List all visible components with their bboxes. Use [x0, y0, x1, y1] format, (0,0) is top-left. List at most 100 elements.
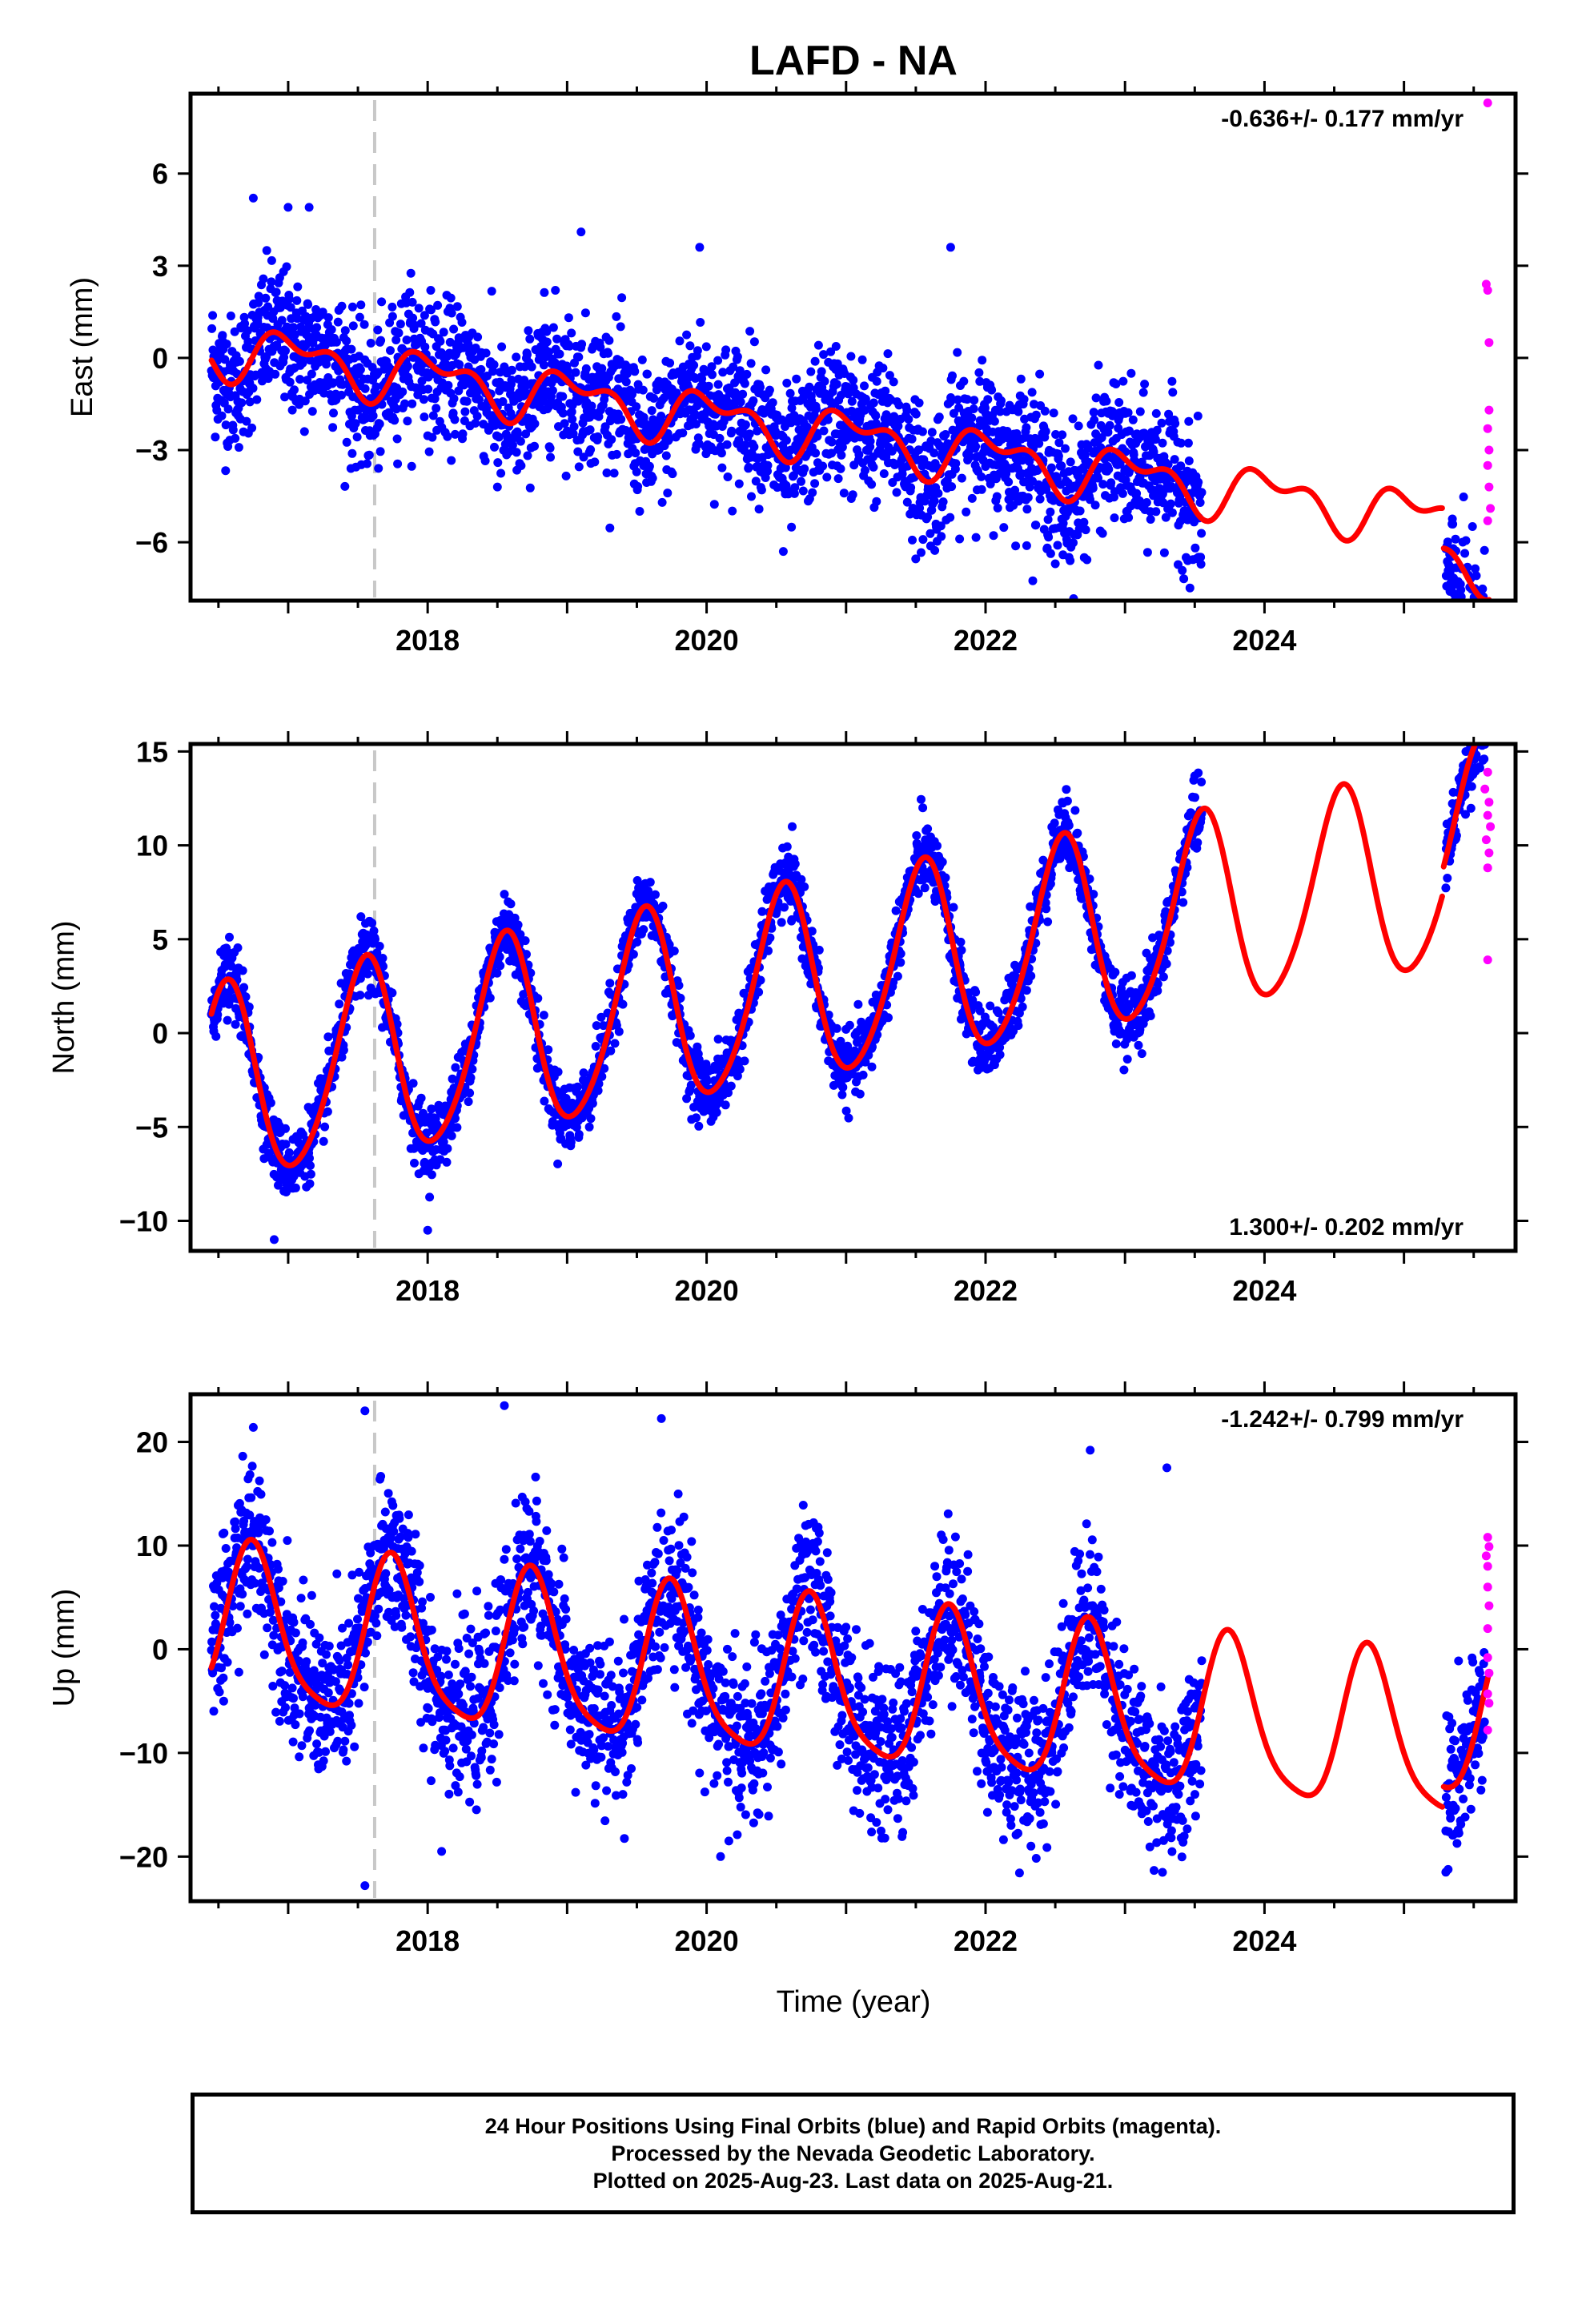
final-orbit-point — [328, 378, 338, 388]
final-orbit-point — [487, 287, 496, 296]
final-orbit-point — [740, 1056, 749, 1066]
final-orbit-point — [466, 1073, 476, 1083]
final-orbit-point — [223, 1015, 232, 1025]
final-orbit-point — [252, 395, 262, 404]
final-orbit-point — [1170, 455, 1179, 464]
final-orbit-point — [493, 458, 503, 468]
final-orbit-point — [635, 507, 644, 516]
final-orbit-point — [504, 447, 514, 456]
final-orbit-point — [283, 203, 293, 212]
final-orbit-point — [225, 932, 234, 942]
final-orbit-point — [838, 1083, 848, 1092]
final-orbit-point — [1079, 517, 1089, 527]
rapid-orbit-point — [1483, 424, 1492, 433]
final-orbit-point — [335, 999, 344, 1009]
final-orbit-point — [403, 361, 412, 371]
final-orbit-point — [957, 946, 966, 955]
final-orbit-point — [539, 360, 548, 370]
final-orbit-point — [436, 336, 445, 346]
final-orbit-point — [1472, 625, 1480, 633]
final-orbit-point — [523, 451, 532, 460]
final-orbit-point — [1035, 369, 1045, 379]
final-orbit-point — [271, 287, 281, 297]
final-orbit-point — [920, 883, 930, 893]
final-orbit-point — [208, 311, 218, 320]
final-orbit-point — [978, 356, 987, 365]
final-orbit-point — [1197, 488, 1207, 497]
final-orbit-point — [348, 321, 358, 331]
final-orbit-point — [1480, 629, 1489, 638]
final-orbit-point — [387, 988, 397, 998]
final-orbit-point — [1057, 461, 1066, 471]
final-orbit-point — [1464, 609, 1472, 618]
final-orbit-point — [223, 404, 233, 414]
final-orbit-point — [564, 366, 572, 376]
final-orbit-point — [914, 445, 924, 455]
final-orbit-point — [923, 513, 933, 521]
final-orbit-point — [458, 429, 468, 439]
final-orbit-point — [1124, 513, 1134, 522]
final-orbit-point — [387, 312, 397, 321]
final-orbit-point — [995, 1050, 1005, 1059]
final-orbit-point — [953, 395, 962, 404]
final-orbit-point — [854, 450, 864, 460]
final-orbit-point — [778, 547, 788, 557]
final-orbit-point — [1178, 565, 1187, 575]
final-orbit-point — [884, 1013, 893, 1023]
final-orbit-point — [836, 464, 845, 473]
final-orbit-point — [989, 531, 998, 541]
final-orbit-point — [428, 432, 437, 442]
final-orbit-point — [1474, 663, 1483, 672]
final-orbit-point — [433, 300, 443, 310]
final-orbit-point — [323, 313, 333, 323]
final-orbit-point — [262, 246, 271, 255]
final-orbit-point — [572, 1082, 582, 1092]
final-orbit-point — [303, 300, 313, 309]
final-orbit-point — [826, 347, 836, 356]
final-orbit-point — [734, 436, 744, 445]
final-orbit-point — [525, 334, 535, 344]
final-orbit-point — [914, 398, 924, 408]
final-orbit-point — [425, 1192, 435, 1202]
final-orbit-point — [307, 407, 317, 416]
final-orbit-point — [280, 392, 290, 402]
final-orbit-point — [602, 468, 612, 477]
final-orbit-point — [800, 464, 809, 473]
final-orbit-point — [735, 366, 745, 376]
final-orbit-point — [883, 349, 893, 359]
final-orbit-point — [759, 408, 769, 418]
final-orbit-point — [1168, 388, 1178, 397]
final-orbit-point — [1459, 605, 1468, 614]
final-orbit-point — [591, 1042, 600, 1051]
final-orbit-point — [881, 386, 890, 396]
final-orbit-point — [408, 399, 417, 408]
final-orbit-point — [867, 1062, 877, 1072]
x-tick-label: 2022 — [954, 624, 1018, 657]
final-orbit-point — [616, 322, 625, 332]
final-orbit-point — [1476, 636, 1485, 645]
final-orbit-point — [289, 323, 298, 332]
final-orbit-point — [1480, 653, 1488, 662]
final-orbit-point — [259, 274, 268, 283]
final-orbit-point — [1474, 641, 1483, 650]
final-orbit-point — [243, 337, 253, 347]
y-tick-label: 0 — [152, 342, 168, 375]
final-orbit-point — [832, 380, 841, 389]
final-orbit-point — [405, 287, 415, 297]
final-orbit-point — [692, 420, 701, 428]
rapid-orbit-points-east — [1481, 99, 1496, 525]
final-orbit-point — [235, 356, 244, 366]
final-orbit-point — [971, 987, 981, 997]
y-axis-label: East (mm) — [66, 277, 99, 417]
final-orbit-point — [367, 919, 377, 928]
final-orbit-point — [447, 456, 456, 465]
final-orbit-point — [512, 352, 521, 362]
final-orbit-point — [352, 432, 362, 442]
final-orbit-point — [1026, 971, 1036, 981]
final-orbit-point — [447, 308, 456, 318]
final-orbit-point — [342, 336, 351, 346]
x-tick-label: 2020 — [675, 624, 739, 657]
final-orbit-point — [548, 386, 557, 396]
